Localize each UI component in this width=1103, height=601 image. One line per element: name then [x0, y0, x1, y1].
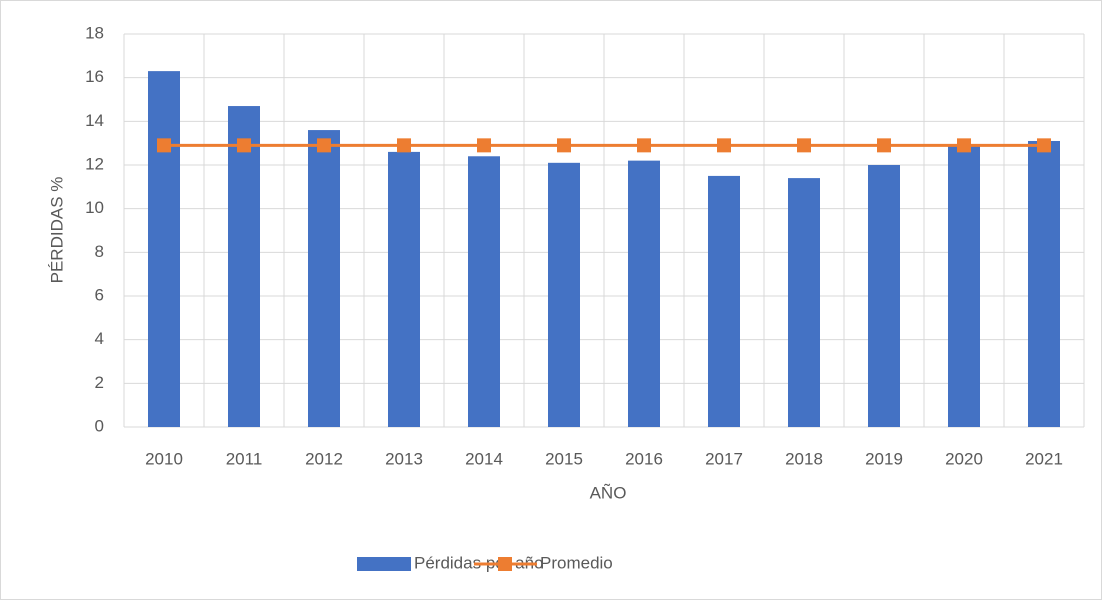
x-tick-label: 2021	[1025, 449, 1063, 468]
x-tick-label: 2013	[385, 449, 423, 468]
line-marker	[637, 138, 651, 153]
y-tick-label: 6	[95, 285, 104, 304]
line-marker	[1037, 138, 1051, 153]
x-tick-label: 2011	[226, 449, 263, 468]
x-tick-label: 2012	[305, 449, 343, 468]
legend-marker	[498, 557, 512, 571]
y-tick-label: 18	[85, 23, 104, 42]
bar	[308, 130, 340, 428]
line-marker	[797, 138, 811, 153]
bar	[708, 175, 740, 427]
y-tick-label: 4	[95, 329, 104, 348]
bar	[228, 106, 260, 428]
line-marker	[237, 138, 251, 153]
x-tick-label: 2014	[465, 449, 503, 468]
x-tick-label: 2017	[705, 449, 743, 468]
bar	[628, 160, 660, 427]
bar	[548, 162, 580, 428]
y-tick-label: 2	[95, 373, 104, 392]
y-tick-label: 14	[85, 111, 104, 130]
x-tick-label: 2019	[865, 449, 903, 468]
line-marker	[397, 138, 411, 153]
line-marker	[157, 138, 171, 153]
line-marker	[717, 138, 731, 153]
y-tick-label: 8	[95, 242, 104, 261]
x-tick-label: 2016	[625, 449, 663, 468]
x-tick-label: 2010	[145, 449, 183, 468]
bar	[788, 178, 820, 427]
y-tick-label: 12	[85, 154, 104, 173]
x-tick-label: 2020	[945, 449, 983, 468]
line-marker	[957, 138, 971, 153]
y-tick-label: 0	[95, 416, 104, 435]
line-marker	[477, 138, 491, 153]
x-tick-label: 2015	[545, 449, 583, 468]
y-axis-title: PÉRDIDAS %	[47, 177, 66, 284]
y-tick-label: 10	[85, 198, 104, 217]
x-tick-label: 2018	[785, 449, 823, 468]
bar	[868, 165, 900, 427]
line-marker	[557, 138, 571, 153]
bar	[1028, 140, 1060, 427]
bar	[388, 151, 420, 427]
x-axis-title: AÑO	[590, 483, 627, 502]
bar	[948, 145, 980, 427]
legend-swatch	[357, 557, 411, 571]
line-marker	[877, 138, 891, 153]
y-tick-label: 16	[85, 67, 104, 86]
bar	[148, 71, 180, 427]
line-marker	[317, 138, 331, 153]
legend-label: Promedio	[540, 553, 613, 572]
bar	[468, 156, 500, 427]
